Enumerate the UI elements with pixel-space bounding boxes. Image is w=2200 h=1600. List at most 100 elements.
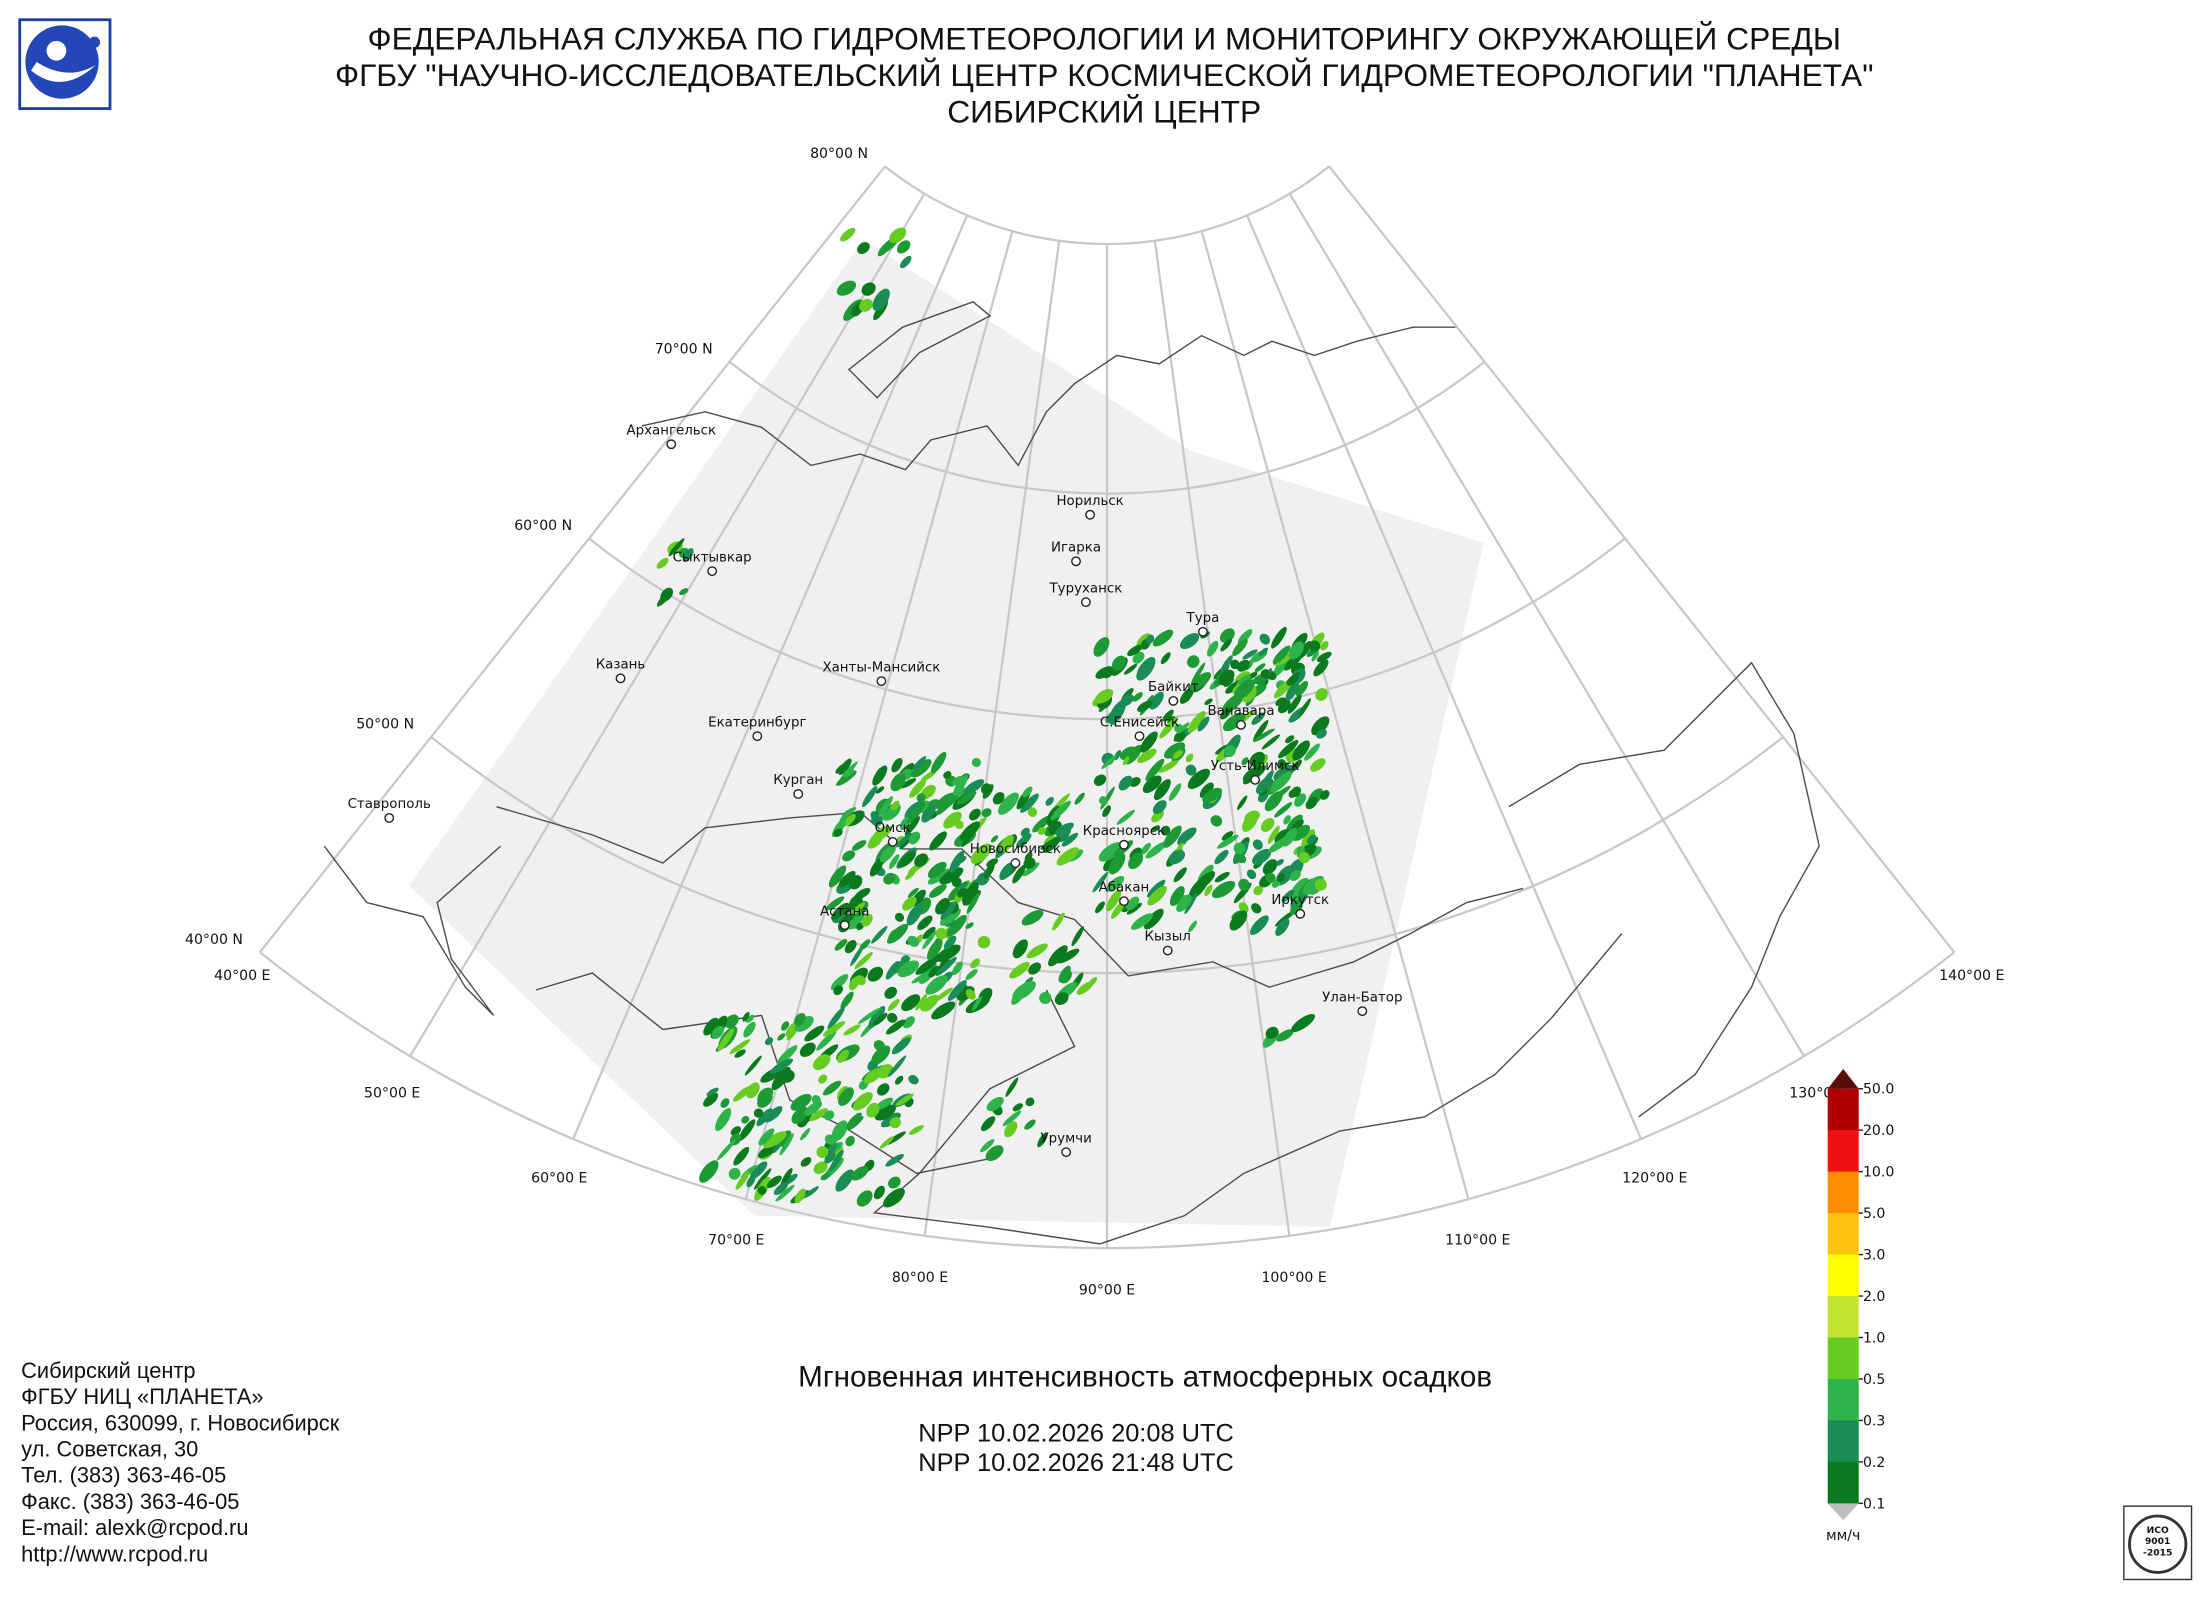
city-marker [839,920,850,931]
precip-cell [874,1104,896,1121]
precip-cell [877,241,892,257]
colorbar-segment [1827,1088,1859,1131]
precip-cell [851,1166,869,1181]
precip-cell [914,853,928,867]
precip-cell [1319,790,1330,800]
precip-cell [922,930,937,950]
precip-cell [1126,902,1143,915]
precip-cell [835,1169,854,1192]
colorbar-label: 0.1 [1863,1496,1885,1512]
meridian-line [572,214,969,1140]
city-label: Сыктывкар [673,550,752,565]
precip-cell [1130,913,1153,930]
precip-cell [943,935,957,950]
precip-cell [1236,659,1250,672]
precip-cell [1187,655,1200,669]
precip-cell [873,1185,885,1200]
precip-cell [1281,889,1295,903]
precip-cell [794,1013,806,1026]
precip-cell [827,1006,845,1030]
precip-cell [1274,802,1293,818]
precip-cell [1313,659,1329,677]
city-marker [1085,509,1096,520]
precip-cell [831,1120,848,1142]
header-line: ФГБУ "НАУЧНО-ИССЛЕДОВАТЕЛЬСКИЙ ЦЕНТР КОС… [335,57,1874,93]
precip-cell [838,758,852,775]
precip-cell [800,1157,812,1167]
precip-cell [1023,857,1036,869]
precip-cell [742,1011,750,1022]
precip-cell [1002,1110,1022,1127]
precip-cell [1185,764,1197,776]
precip-cell [823,1110,835,1121]
colorbar-segment [1827,1296,1859,1339]
colorbar-segment [1827,1130,1859,1173]
precip-cell [927,868,951,885]
longitude-label: 100°00 E [1261,1270,1326,1286]
precip-cell [1298,851,1310,864]
colorbar-segment [1827,1213,1859,1256]
precip-cell [916,793,926,803]
precip-cell [1116,809,1136,825]
precip-cell [869,857,884,877]
precip-cell [1024,1119,1036,1130]
coastline [641,326,1456,471]
precip-cell [735,1171,750,1190]
precip-cell [1250,915,1269,935]
precip-cell [887,999,900,1011]
precip-cell [1126,896,1140,911]
precip-cell [1045,796,1054,806]
city-marker [1061,1147,1072,1158]
precip-cell [927,861,947,879]
precip-cell [977,935,991,949]
precip-cell [831,902,849,920]
precip-cell [1173,867,1187,883]
precip-cell [1316,729,1327,739]
precip-cell [720,1098,730,1108]
precip-cell [940,901,957,920]
city-marker [1198,626,1208,637]
precip-cell [1093,774,1107,786]
swath-area [408,239,1484,1227]
precip-cell [728,1167,741,1180]
colorbar-segment [1827,1337,1859,1380]
precip-cell [886,1019,906,1035]
precip-cell [1022,862,1040,877]
precip-cell [894,1075,904,1085]
cert-text: -2015 [2143,1548,2172,1559]
precip-cell [1260,669,1270,679]
precip-cell [1022,786,1033,798]
precip-cell [902,896,917,911]
precip-cell [1276,1029,1294,1042]
longitude-label: 80°00 E [892,1270,948,1286]
precip-cell [1122,756,1130,766]
precip-cell [890,772,906,792]
precip-cell [1310,758,1326,772]
precip-cell [682,548,694,562]
city-label: Курган [773,773,823,788]
precip-cell [970,958,981,969]
precip-cell [1037,827,1046,835]
precip-cell [953,774,968,796]
precip-cell [813,1054,831,1071]
precip-cell [724,1014,739,1029]
precip-cell [822,1021,846,1037]
precip-cell [833,985,844,996]
precipitation [656,227,1332,1208]
precip-cell [990,835,999,843]
precip-cell [781,1021,790,1031]
precip-cell [1136,656,1156,681]
longitude-label: 90°00 E [1079,1283,1135,1299]
precip-cell [858,1007,881,1024]
colorbar-label: 10.0 [1863,1165,1894,1181]
precip-cell [960,821,981,841]
precip-cell [885,1154,904,1167]
city-marker [752,731,763,742]
precip-cell [780,1069,795,1083]
precip-cell [703,1092,719,1107]
precip-cell [1057,948,1080,964]
precip-cell [1286,672,1300,684]
precip-cell [1147,879,1166,898]
precip-cell [1285,735,1295,744]
